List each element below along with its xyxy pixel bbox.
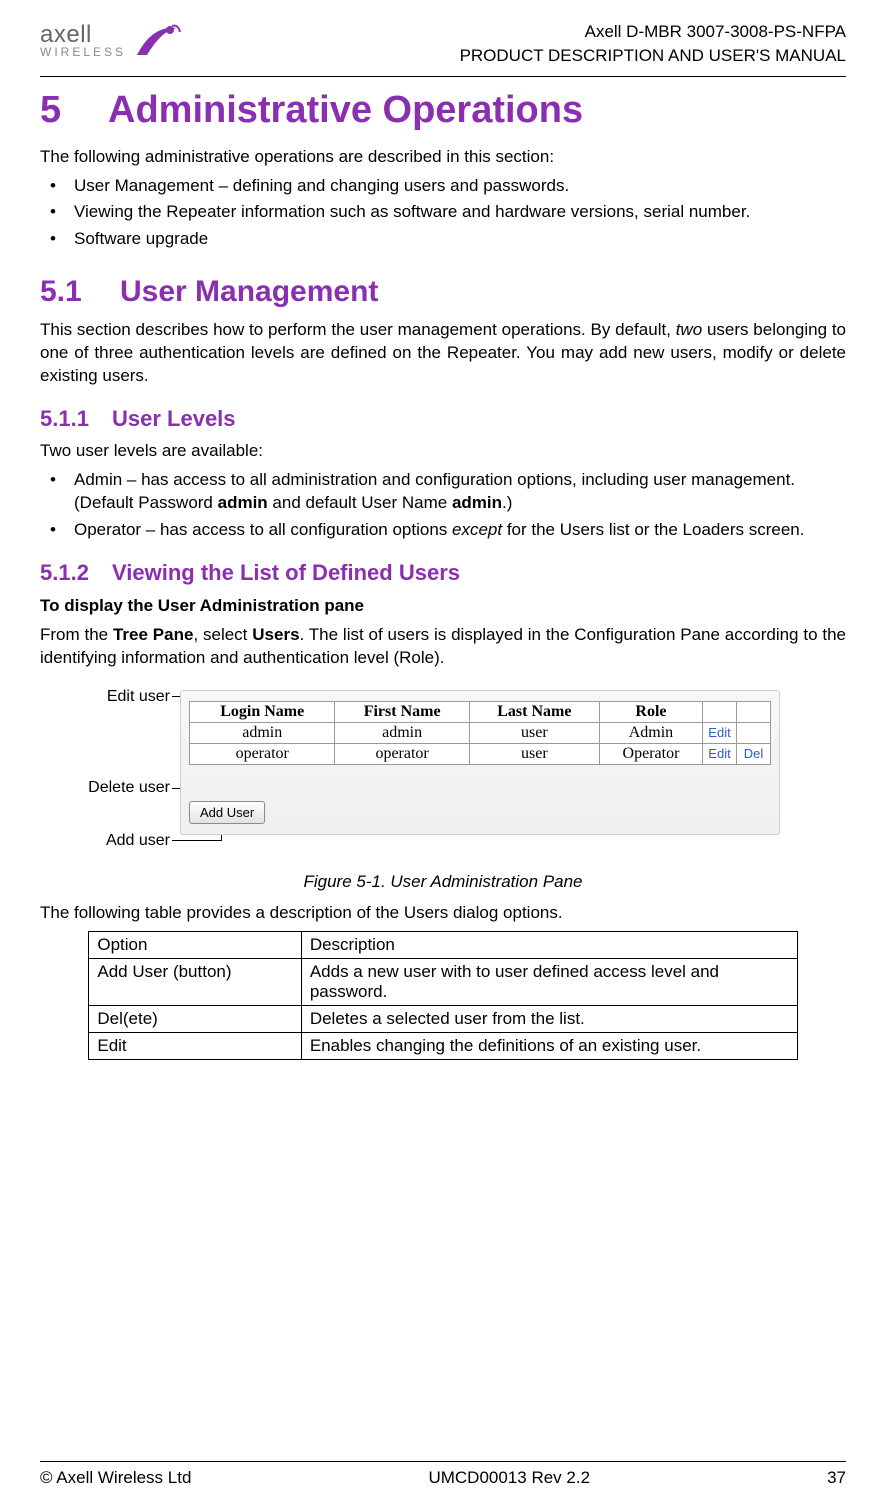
s512-paragraph: From the Tree Pane, select Users. The li…	[40, 624, 846, 670]
table-row: Edit Enables changing the definitions of…	[89, 1032, 797, 1059]
text-bold: admin	[452, 493, 502, 512]
table-row: admin admin user Admin Edit	[190, 722, 771, 743]
list-item: Admin – has access to all administration…	[40, 469, 846, 515]
footer-center: UMCD00013 Rev 2.2	[428, 1468, 590, 1488]
text-bold: admin	[218, 493, 268, 512]
logo-main: axell	[40, 21, 92, 48]
intro-bullets: User Management – defining and changing …	[40, 175, 846, 252]
user-admin-panel: Login Name First Name Last Name Role adm…	[180, 690, 780, 835]
text-italic: except	[452, 520, 502, 539]
cell: Del(ete)	[89, 1005, 301, 1032]
users-table: Login Name First Name Last Name Role adm…	[189, 701, 771, 765]
list-item: Viewing the Repeater information such as…	[40, 201, 846, 224]
edit-link[interactable]: Edit	[708, 725, 730, 740]
list-item: Software upgrade	[40, 228, 846, 251]
logo-swoosh-icon	[132, 20, 182, 60]
col-first: First Name	[335, 701, 469, 722]
cell-edit: Edit	[703, 722, 737, 743]
text: , select	[193, 625, 252, 644]
text: and default User Name	[268, 493, 452, 512]
s511-bullets: Admin – has access to all administration…	[40, 469, 846, 542]
sub-num: 5.1.2	[40, 560, 112, 586]
section-5-1: 5.1User Management	[40, 275, 846, 309]
chapter-num: 5	[40, 89, 108, 132]
logo-sub: WIRELESS	[40, 45, 126, 59]
subsection-5-1-2: 5.1.2Viewing the List of Defined Users	[40, 560, 846, 586]
table-row: operator operator user Operator Edit Del	[190, 743, 771, 764]
text: for the Users list or the Loaders screen…	[502, 520, 804, 539]
cell-last: user	[469, 722, 599, 743]
table-row: Option Description	[89, 931, 797, 958]
cell: Option	[89, 931, 301, 958]
cell: Description	[301, 931, 797, 958]
add-user-button[interactable]: Add User	[189, 801, 265, 824]
cell-first: operator	[335, 743, 469, 764]
text-bold: Users	[252, 625, 299, 644]
cell: Add User (button)	[89, 958, 301, 1005]
page-header: axell WIRELESS Axell D-MBR 3007-3008-PS-…	[40, 20, 846, 77]
cell-edit: Edit	[703, 743, 737, 764]
cell: Adds a new user with to user defined acc…	[301, 958, 797, 1005]
text: .)	[502, 493, 512, 512]
cell: Enables changing the definitions of an e…	[301, 1032, 797, 1059]
cell-role: Admin	[599, 722, 702, 743]
col-login: Login Name	[190, 701, 335, 722]
chapter-heading: 5Administrative Operations	[40, 89, 846, 132]
s511-lead: Two user levels are available:	[40, 440, 846, 463]
figure-5-1: Edit user Delete user Add user Login Nam…	[80, 684, 846, 854]
text: Operator – has access to all configurati…	[74, 520, 452, 539]
edit-link[interactable]: Edit	[708, 746, 730, 761]
cell-login: admin	[190, 722, 335, 743]
figure-caption: Figure 5-1. User Administration Pane	[40, 872, 846, 892]
del-link[interactable]: Del	[744, 746, 764, 761]
table-row: Add User (button) Adds a new user with t…	[89, 958, 797, 1005]
subhead: To display the User Administration pane	[40, 596, 846, 616]
sub-title: User Levels	[112, 406, 236, 431]
subsection-5-1-1: 5.1.1User Levels	[40, 406, 846, 432]
sub-title: Viewing the List of Defined Users	[112, 560, 460, 585]
list-item: Operator – has access to all configurati…	[40, 519, 846, 542]
footer-right: 37	[827, 1468, 846, 1488]
cell-first: admin	[335, 722, 469, 743]
callout-delete: Delete user	[68, 779, 170, 797]
cell: Edit	[89, 1032, 301, 1059]
doc-line1: Axell D-MBR 3007-3008-PS-NFPA	[460, 20, 846, 44]
intro-text: The following administrative operations …	[40, 146, 846, 169]
callout-edit: Edit user	[80, 688, 170, 706]
page-footer: © Axell Wireless Ltd UMCD00013 Rev 2.2 3…	[40, 1461, 846, 1488]
line	[172, 840, 222, 841]
cell-last: user	[469, 743, 599, 764]
cell-del	[737, 722, 771, 743]
logo-text: axell WIRELESS	[40, 21, 126, 59]
callout-add: Add user	[80, 832, 170, 850]
col-last: Last Name	[469, 701, 599, 722]
doc-title: Axell D-MBR 3007-3008-PS-NFPA PRODUCT DE…	[460, 20, 846, 68]
logo: axell WIRELESS	[40, 20, 182, 60]
section-num: 5.1	[40, 275, 120, 309]
text: From the	[40, 625, 113, 644]
col-role: Role	[599, 701, 702, 722]
cell: Deletes a selected user from the list.	[301, 1005, 797, 1032]
chapter-title: Administrative Operations	[108, 89, 583, 131]
sub-num: 5.1.1	[40, 406, 112, 432]
text-italic: two	[676, 320, 702, 339]
list-item: User Management – defining and changing …	[40, 175, 846, 198]
col-del	[737, 701, 771, 722]
section-title: User Management	[120, 275, 378, 308]
description-table: Option Description Add User (button) Add…	[88, 931, 797, 1060]
footer-left: © Axell Wireless Ltd	[40, 1468, 191, 1488]
col-edit	[703, 701, 737, 722]
cell-login: operator	[190, 743, 335, 764]
desc-lead: The following table provides a descripti…	[40, 902, 846, 925]
s51-paragraph: This section describes how to perform th…	[40, 319, 846, 388]
text: This section describes how to perform th…	[40, 320, 676, 339]
text-bold: Tree Pane	[113, 625, 193, 644]
table-header-row: Login Name First Name Last Name Role	[190, 701, 771, 722]
cell-del: Del	[737, 743, 771, 764]
cell-role: Operator	[599, 743, 702, 764]
table-row: Del(ete) Deletes a selected user from th…	[89, 1005, 797, 1032]
doc-line2: PRODUCT DESCRIPTION AND USER'S MANUAL	[460, 44, 846, 68]
